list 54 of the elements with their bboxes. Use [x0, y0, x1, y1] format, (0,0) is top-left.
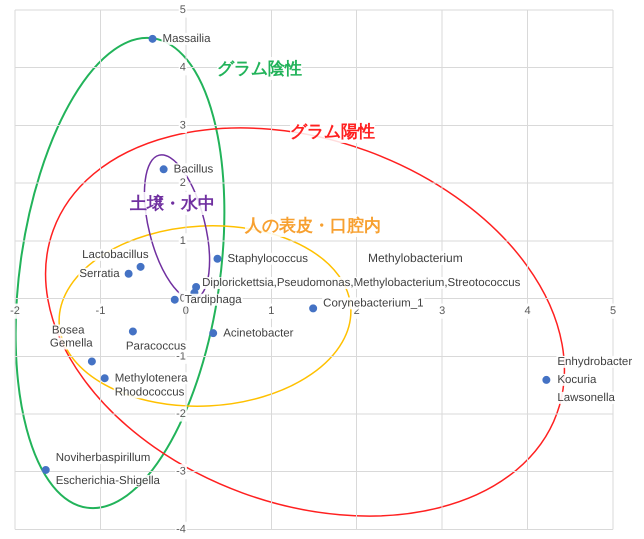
annotation: Staphylococcus	[227, 252, 308, 265]
annotation: Bacillus	[174, 163, 214, 176]
point	[170, 296, 179, 304]
x-tick-label: 1	[268, 305, 274, 318]
annotation: Lactobacillus	[82, 248, 149, 261]
point	[88, 357, 96, 366]
y-tick-label: 2	[180, 177, 186, 190]
annotation: 土壌・水中	[130, 192, 215, 215]
annotation: Enhydrobacter	[557, 356, 632, 368]
x-tick-label: 3	[439, 305, 446, 318]
point	[542, 376, 550, 384]
annotation: Serratia	[79, 268, 120, 280]
annotation: Bosea	[52, 324, 86, 337]
annotation: Massailia	[162, 33, 212, 46]
point	[136, 262, 145, 271]
annotation: Lawsonella	[557, 392, 616, 404]
annotation: グラム陽性	[290, 120, 375, 143]
point	[148, 34, 157, 43]
point	[42, 466, 50, 474]
y-tick-label: 5	[180, 4, 186, 16]
point	[124, 270, 133, 278]
annotation: Methylobacterium	[368, 251, 463, 265]
x-tick-label: 2	[354, 305, 360, 318]
annotation: Gemella	[50, 338, 94, 350]
point	[160, 165, 168, 174]
annotation: 人の表皮・口腔内	[245, 214, 381, 237]
x-tick-label: -2	[10, 305, 20, 318]
point	[100, 374, 109, 382]
point	[213, 254, 222, 263]
annotation: グラム陰性	[217, 57, 302, 80]
annotation: Escherichia-Shigella	[56, 475, 161, 488]
x-tick-label: 4	[524, 305, 531, 318]
annotation: Noviherbaspirillum	[56, 452, 150, 464]
y-tick-label: 3	[180, 119, 186, 132]
annotation: Rhodococcus	[114, 386, 185, 398]
annotation: Tardiphaga	[184, 294, 242, 306]
y-tick-label: 4	[180, 62, 186, 74]
y-tick-label: -3	[176, 466, 186, 478]
annotation: Paracoccus	[126, 340, 186, 353]
y-tick-label: -2	[176, 408, 186, 420]
y-tick-label: -4	[176, 523, 186, 536]
annotation: Acinetobacter	[223, 327, 294, 340]
x-tick-label: 5	[610, 305, 616, 318]
annotation: Diplorickettsia,Pseudomonas,Methylobacterium,Streotococcus	[202, 277, 521, 290]
point	[209, 329, 218, 338]
y-tick-label: -1	[176, 350, 186, 362]
point	[128, 327, 137, 336]
y-tick-label: 1	[180, 234, 186, 247]
y-tick-label: 0	[180, 292, 186, 305]
point	[309, 304, 318, 312]
annotation: Corynebacterium_1	[323, 298, 424, 310]
annotation: Methylotenera	[114, 372, 188, 384]
x-tick-label: -1	[96, 305, 106, 318]
annotation: Kocuria	[557, 374, 597, 386]
